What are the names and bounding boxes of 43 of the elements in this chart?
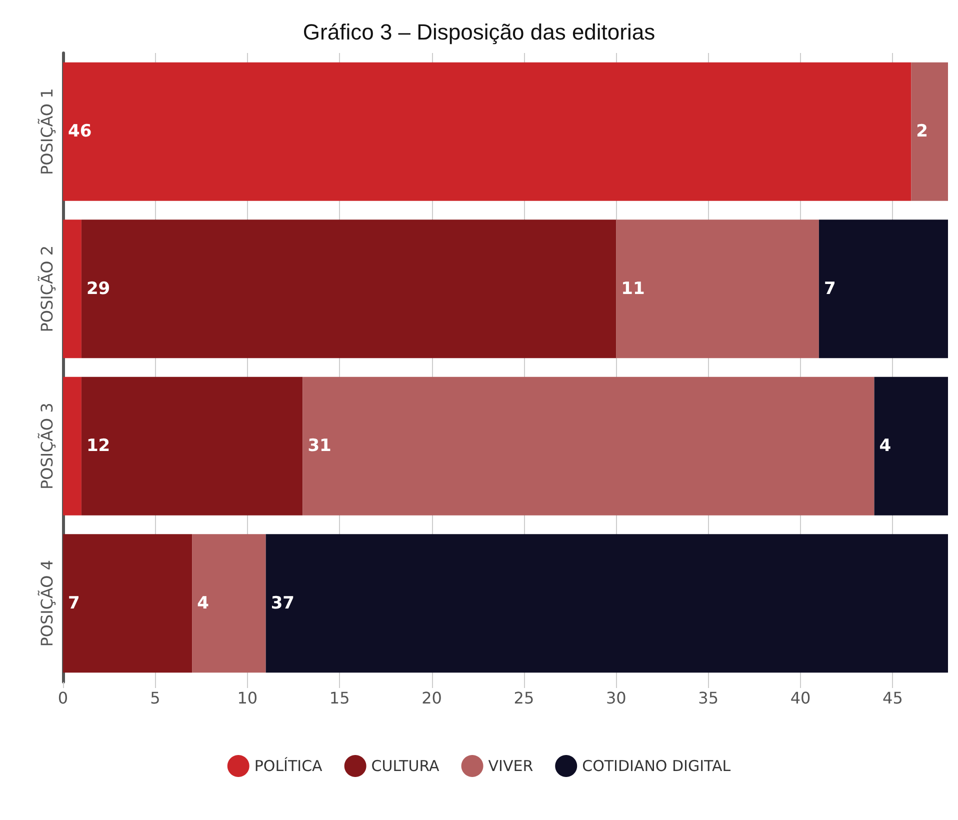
y-tick-label: POSIÇÃO 3 [38,402,56,490]
bar [911,62,948,201]
bar [63,376,82,516]
data-label: 7 [68,593,80,614]
data-label: 46 [68,122,92,142]
x-tick-label: 30 [606,688,626,708]
bar [81,376,303,516]
bar [616,220,819,358]
y-tick-label: POSIÇÃO 2 [38,245,56,332]
bar [63,220,82,358]
x-tick-label: 15 [329,688,350,708]
bar [63,62,912,201]
data-label: 4 [879,436,892,456]
data-label: 11 [621,278,645,299]
bar [192,534,266,673]
bar [302,376,874,516]
x-tick-label: 0 [58,688,68,708]
data-label: 4 [197,593,210,614]
bar [81,220,616,358]
data-label: 12 [86,436,110,456]
data-label: 31 [308,436,332,456]
data-label: 2 [916,122,928,142]
y-tick-label: POSIÇÃO 4 [38,560,56,647]
x-tick-label: 45 [882,688,903,708]
x-tick-label: 20 [422,688,442,708]
y-tick-label: POSIÇÃO 1 [38,88,56,176]
bar [818,220,948,358]
chart-title: Gráfico 3 – Disposição das editorias [302,20,656,44]
data-label: 29 [86,278,110,299]
legend-label: COTIDIANO DIGITAL [582,757,732,775]
legend-label: CULTURA [371,757,440,775]
legend-label: POLÍTICA [254,757,324,775]
x-tick-label: 40 [790,688,811,708]
x-tick-label: 10 [237,688,258,708]
bar [874,376,948,516]
x-tick-label: 5 [150,688,160,708]
data-label: 7 [824,278,836,299]
legend-label: VIVER [488,757,534,775]
data-label: 37 [270,593,294,614]
bar [266,534,948,673]
bar [63,534,192,673]
x-tick-label: 35 [698,688,718,708]
x-tick-label: 25 [514,688,534,708]
